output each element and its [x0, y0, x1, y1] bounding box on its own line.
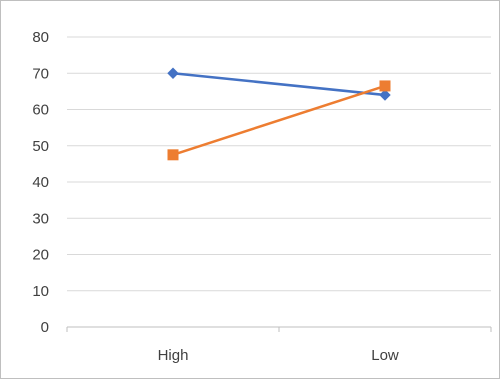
gridlines — [67, 37, 491, 291]
data-point-square — [168, 150, 178, 160]
y-tick-label: 50 — [32, 138, 49, 155]
y-tick-label: 20 — [32, 247, 49, 264]
y-tick-labels: 0 10 20 30 40 50 60 70 80 — [32, 29, 49, 336]
data-point-square — [380, 81, 390, 91]
y-tick-label: 70 — [32, 65, 49, 82]
y-tick-label: 10 — [32, 283, 49, 300]
x-tick-labels: High Low — [158, 347, 399, 364]
series-line — [173, 73, 385, 95]
axes — [67, 327, 491, 332]
y-tick-label: 60 — [32, 102, 49, 119]
x-tick-label: Low — [371, 347, 399, 364]
data-point-diamond — [380, 90, 390, 100]
y-tick-label: 0 — [41, 319, 49, 336]
x-tick-label: High — [158, 347, 189, 364]
series-line — [173, 86, 385, 155]
data-point-diamond — [168, 68, 178, 78]
y-tick-label: 80 — [32, 29, 49, 46]
y-tick-label: 30 — [32, 210, 49, 227]
y-tick-label: 40 — [32, 174, 49, 191]
